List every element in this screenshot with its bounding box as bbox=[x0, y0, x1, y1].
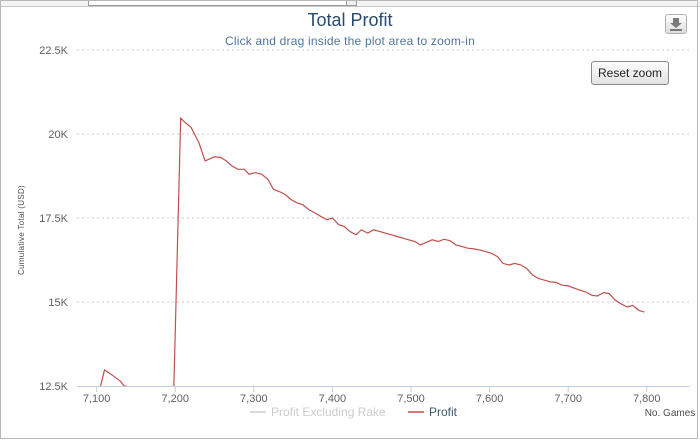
download-icon bbox=[670, 18, 682, 31]
x-tick-label: 7,100 bbox=[83, 393, 111, 405]
y-tick-label: 15K bbox=[48, 297, 68, 309]
legend-item-label[interactable]: Profit Excluding Rake bbox=[271, 405, 386, 419]
reset-zoom-button[interactable]: Reset zoom bbox=[591, 61, 669, 85]
x-tick-label: 7,800 bbox=[633, 393, 661, 405]
y-tick-label: 22.5K bbox=[39, 45, 68, 57]
x-tick-label: 7,600 bbox=[476, 393, 504, 405]
y-tick-label: 12.5K bbox=[39, 381, 68, 393]
y-tick-label: 17.5K bbox=[39, 213, 68, 225]
x-tick-label: 7,400 bbox=[319, 393, 347, 405]
export-button[interactable] bbox=[665, 14, 687, 34]
x-tick-label: 7,500 bbox=[397, 393, 425, 405]
series-line-profit bbox=[99, 116, 645, 386]
x-tick-label: 7,200 bbox=[161, 393, 189, 405]
y-tick-label: 20K bbox=[48, 129, 68, 141]
y-axis-title: Cumulative Total (USD) bbox=[17, 185, 26, 275]
x-tick-label: 7,300 bbox=[240, 393, 268, 405]
chart-subtitle: Click and drag inside the plot area to z… bbox=[225, 34, 475, 48]
x-axis-title: No. Games bbox=[645, 408, 696, 419]
chart-title: Total Profit bbox=[307, 10, 393, 30]
legend-item-label[interactable]: Profit bbox=[429, 405, 458, 419]
x-tick-label: 7,700 bbox=[554, 393, 582, 405]
top-dropdown-button[interactable] bbox=[346, 0, 357, 6]
